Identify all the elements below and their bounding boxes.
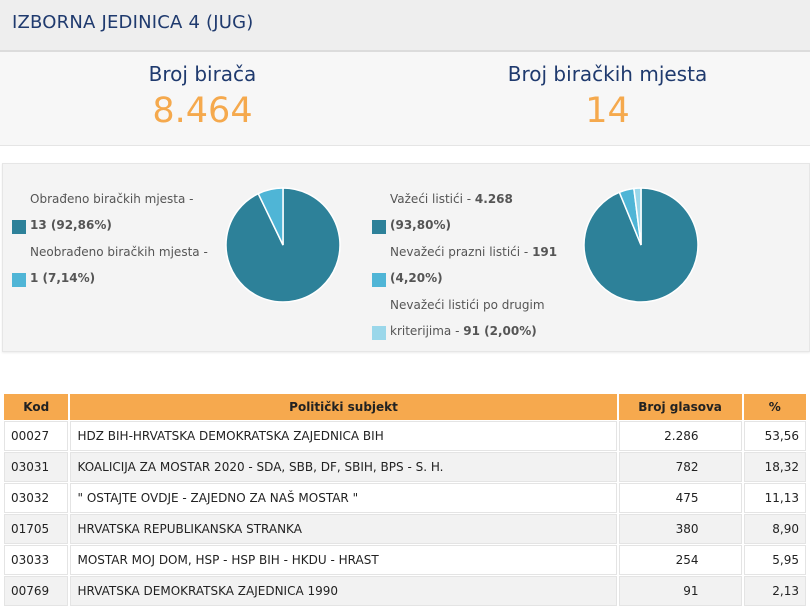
voters-value: 8.464 xyxy=(152,91,253,131)
legend-label: Obrađeno biračkih mjesta - xyxy=(30,192,194,206)
pies-panel: Obrađeno biračkih mjesta - 13 (92,86%) N… xyxy=(2,163,810,352)
row-percent: 18,32 xyxy=(743,452,806,482)
row-percent: 11,13 xyxy=(743,483,806,513)
row-votes: 380 xyxy=(618,514,742,544)
legend-value: 91 (2,00%) xyxy=(463,324,537,338)
table-row: 00769 HRVATSKA DEMOKRATSKA ZAJEDNICA 199… xyxy=(4,576,806,606)
legend-extra: (93,80%) xyxy=(390,218,451,232)
pie-chart-ballots xyxy=(583,187,699,303)
col-header-party: Politički subjekt xyxy=(70,394,617,420)
row-party: KOALICIJA ZA MOSTAR 2020 - SDA, SBB, DF,… xyxy=(70,452,617,482)
table-row: 00027 HDZ BIH-HRVATSKA DEMOKRATSKA ZAJED… xyxy=(4,421,806,451)
row-party: MOSTAR MOJ DOM, HSP - HSP BIH - HKDU - H… xyxy=(70,545,617,575)
row-votes: 2.286 xyxy=(618,421,742,451)
legend-swatch xyxy=(372,273,386,287)
stations-stat: Broj biračkih mjesta 14 xyxy=(405,52,810,130)
col-header-percent: % xyxy=(743,394,806,420)
pie1-legend: Obrađeno biračkih mjesta - 13 (92,86%) N… xyxy=(12,186,212,292)
pie-chart-stations xyxy=(225,187,341,303)
table-row: 03031 KOALICIJA ZA MOSTAR 2020 - SDA, SB… xyxy=(4,452,806,482)
row-code: 03032 xyxy=(4,483,69,513)
legend-item-other-invalid: Nevažeći listići po drugim kriterijima - … xyxy=(372,292,572,344)
legend-swatch xyxy=(12,273,26,287)
legend-label: Nevažeći prazni listići - xyxy=(390,245,533,259)
row-party: HDZ BIH-HRVATSKA DEMOKRATSKA ZAJEDNICA B… xyxy=(70,421,617,451)
row-votes: 254 xyxy=(618,545,742,575)
stations-value: 14 xyxy=(585,91,630,131)
stations-label: Broj biračkih mjesta xyxy=(507,62,708,86)
row-code: 03031 xyxy=(4,452,69,482)
results-table: Kod Politički subjekt Broj glasova % 000… xyxy=(2,393,808,607)
table-row: 03032 " OSTAJTE OVDJE - ZAJEDNO ZA NAŠ M… xyxy=(4,483,806,513)
row-code: 00769 xyxy=(4,576,69,606)
legend-label: Neobrađeno biračkih mjesta - xyxy=(30,245,208,259)
legend-value: 4.268 xyxy=(474,192,513,206)
table-row: 01705 HRVATSKA REPUBLIKANSKA STRANKA 380… xyxy=(4,514,806,544)
table-row: 03033 MOSTAR MOJ DOM, HSP - HSP BIH - HK… xyxy=(4,545,806,575)
row-code: 03033 xyxy=(4,545,69,575)
row-percent: 2,13 xyxy=(743,576,806,606)
row-party: HRVATSKA REPUBLIKANSKA STRANKA xyxy=(70,514,617,544)
legend-swatch xyxy=(372,220,386,234)
row-percent: 5,95 xyxy=(743,545,806,575)
row-code: 01705 xyxy=(4,514,69,544)
stats-panel: Broj birača 8.464 Broj biračkih mjesta 1… xyxy=(0,52,810,146)
legend-value: 191 xyxy=(532,245,558,259)
legend-swatch xyxy=(372,326,386,340)
legend-item-blank: Nevažeći prazni listići - 191 (4,20%) xyxy=(372,239,572,291)
pie-slice xyxy=(257,187,284,246)
row-percent: 8,90 xyxy=(743,514,806,544)
voters-stat: Broj birača 8.464 xyxy=(0,52,405,130)
legend-swatch xyxy=(12,220,26,234)
col-header-votes: Broj glasova xyxy=(618,394,742,420)
legend-item-valid: Važeći listići - 4.268 (93,80%) xyxy=(372,186,572,238)
legend-item-processed: Obrađeno biračkih mjesta - 13 (92,86%) xyxy=(12,186,212,238)
pie2-legend: Važeći listići - 4.268 (93,80%) Nevažeći… xyxy=(372,186,572,345)
col-header-code: Kod xyxy=(4,394,69,420)
row-votes: 475 xyxy=(618,483,742,513)
row-votes: 91 xyxy=(618,576,742,606)
row-party: HRVATSKA DEMOKRATSKA ZAJEDNICA 1990 xyxy=(70,576,617,606)
legend-label: Važeći listići - xyxy=(390,192,475,206)
legend-value: 13 (92,86%) xyxy=(30,218,112,232)
page-title: IZBORNA JEDINICA 4 (JUG) xyxy=(12,12,254,33)
pie-slice xyxy=(225,187,341,303)
legend-extra: (4,20%) xyxy=(390,271,443,285)
row-party: " OSTAJTE OVDJE - ZAJEDNO ZA NAŠ MOSTAR … xyxy=(70,483,617,513)
voters-label: Broj birača xyxy=(148,62,257,86)
pie-slice xyxy=(633,187,642,246)
page-header: IZBORNA JEDINICA 4 (JUG) xyxy=(0,0,810,52)
legend-value: 1 (7,14%) xyxy=(30,271,96,285)
legend-item-unprocessed: Neobrađeno biračkih mjesta - 1 (7,14%) xyxy=(12,239,212,291)
legend-label: Nevažeći listići po drugim kriterijima - xyxy=(390,298,545,338)
row-votes: 782 xyxy=(618,452,742,482)
table-header-row: Kod Politički subjekt Broj glasova % xyxy=(4,394,806,420)
row-code: 00027 xyxy=(4,421,69,451)
row-percent: 53,56 xyxy=(743,421,806,451)
